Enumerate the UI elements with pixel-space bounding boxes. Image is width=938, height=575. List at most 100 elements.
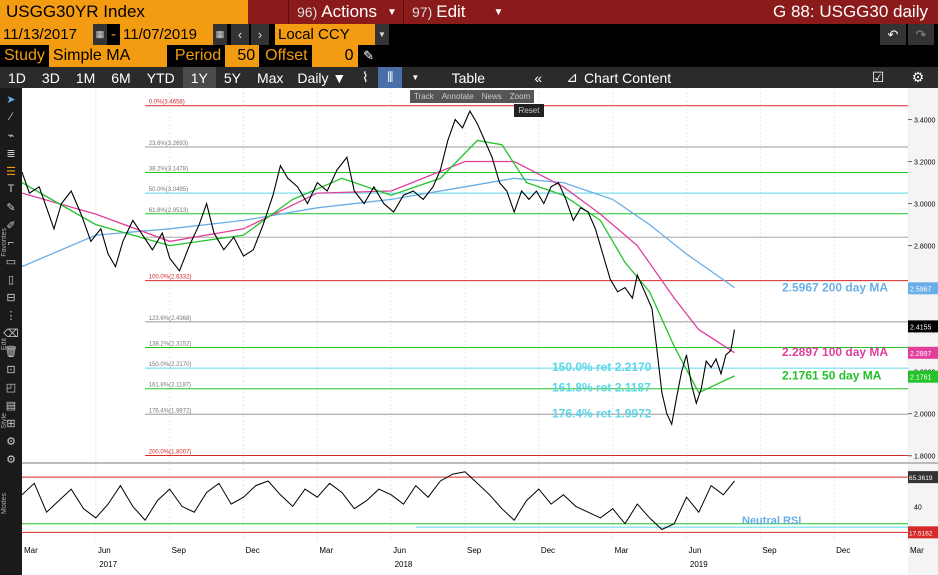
calendar-icon[interactable]: ▦ [213, 24, 227, 45]
prev-period-button[interactable]: ‹ [231, 24, 249, 45]
ruler-icon[interactable]: ⊟ [6, 291, 16, 304]
title-bar: USGG30YR Index 96) Actions ▼ 97) Edit ▼ … [0, 0, 938, 24]
text-icon[interactable]: T [7, 183, 15, 195]
ticker-field[interactable]: USGG30YR Index [0, 0, 248, 24]
track-tool[interactable]: Track [414, 92, 434, 101]
x-tick-label: Sep [467, 546, 482, 555]
x-tick-label: Dec [246, 546, 260, 555]
draw-line-icon[interactable]: ∕ [10, 111, 12, 123]
line-chart-icon[interactable]: ⌇ [361, 69, 369, 85]
x-tick-label: Jun [98, 546, 111, 555]
chevron-down-icon[interactable]: ▼ [411, 73, 420, 82]
offset-input[interactable]: 0 [311, 45, 358, 67]
gear-icon[interactable]: ⚙ [911, 69, 925, 85]
next-period-button[interactable]: › [251, 24, 269, 45]
news-tool[interactable]: News [481, 92, 502, 101]
actions-menu[interactable]: 96) Actions ▼ [288, 0, 403, 24]
end-date-input[interactable]: 11/07/2019 [120, 24, 213, 45]
edit-menu-number: 97) [412, 4, 433, 20]
reset-button[interactable]: Reset [514, 104, 544, 117]
chart-area[interactable]: Mar Jun Sep Dec Mar Jun Sep Dec Mar Jun Sep Dec Mar 2… [21, 88, 938, 575]
calendar-icon[interactable]: ▦ [93, 24, 107, 45]
study-bar: Study Simple MA Period 50 Offset 0 ✎ [0, 45, 938, 67]
fib-label: 138.2%(2.3152) [149, 341, 192, 347]
chart-content-icon: ⊿ [566, 69, 579, 85]
tab-6m[interactable]: 6M [111, 69, 131, 86]
currency-select[interactable]: Local CCY [275, 24, 375, 45]
rsi-tag [908, 471, 938, 484]
axis-tag-label: 2.5967 [910, 286, 932, 293]
chart-annotation: 2.1761 50 day MA [782, 369, 882, 383]
start-date-input[interactable]: 11/13/2017 [0, 24, 93, 45]
collapse-icon[interactable]: « [534, 69, 543, 86]
annotate-tool[interactable]: Annotate [441, 92, 474, 101]
x-tick-label: Sep [172, 546, 187, 555]
period-input[interactable]: 50 [225, 45, 260, 67]
style-icon[interactable]: ◰ [5, 381, 17, 394]
layers-icon[interactable]: ▤ [5, 399, 17, 412]
grid-icon[interactable]: ⋮ [5, 309, 17, 322]
chevron-down-icon: ▼ [493, 6, 504, 18]
zoom-tool[interactable]: Zoom [509, 92, 531, 101]
tab-1d[interactable]: 1D [8, 69, 26, 86]
trend-icon[interactable]: ⌁ [7, 129, 15, 142]
redo-icon[interactable]: ↷ [908, 24, 934, 45]
tab-5y[interactable]: 5Y [223, 69, 241, 86]
chart-content-label: Chart Content [584, 69, 672, 86]
lock-icon[interactable]: ⊡ [6, 363, 16, 376]
axis-tag-label: 2.4155 [910, 324, 932, 331]
axis-tag-label: 2.1761 [910, 375, 932, 382]
fib-label: 100.0%(2.6332) [149, 275, 192, 281]
actions-menu-label: Actions [321, 2, 377, 21]
tab-3d[interactable]: 3D [41, 69, 60, 86]
chart-background [22, 88, 938, 575]
modes-icon[interactable]: ⊞ [6, 417, 16, 430]
chart-content-button[interactable]: ⊿ Chart Content [558, 67, 718, 88]
annotate-icon[interactable]: ✎ [6, 201, 16, 214]
fib-label: 200.0%(1.8007) [149, 450, 192, 456]
axis-tag [908, 282, 938, 295]
rsi-tick-label: 40 [914, 504, 922, 511]
tab-max[interactable]: Max [256, 69, 284, 86]
chevron-down-icon: ▼ [386, 6, 397, 18]
fib-label: 161.8%(2.1187) [149, 383, 191, 389]
fib-icon[interactable]: ≣ [6, 147, 16, 160]
table-button[interactable]: Table [451, 69, 486, 86]
chart-annotation: 2.5967 200 day MA [782, 280, 888, 294]
fib-tool-icon[interactable]: ☰ [6, 165, 16, 178]
chevron-down-icon[interactable]: ▼ [375, 24, 389, 45]
x-tick-label: Dec [541, 546, 555, 555]
trash-icon[interactable]: 🗑 [4, 345, 18, 358]
tab-1m[interactable]: 1M [75, 69, 96, 86]
fib-label: 61.8%(2.9513) [149, 208, 188, 214]
chart-annotation: 150.0% ret 2.2170 [552, 360, 652, 374]
x-tick-label: Mar [319, 546, 333, 555]
pen-icon[interactable]: ✐ [6, 219, 16, 232]
undo-icon[interactable]: ↶ [880, 24, 906, 45]
rect-icon[interactable]: ▭ [5, 255, 17, 268]
y-tick-label: 2.8000 [914, 244, 936, 251]
date-range-bar: 11/13/2017 ▦ - 11/07/2019 ▦ ‹ › Local CC… [0, 24, 938, 45]
edit-menu[interactable]: 97) Edit ▼ [403, 0, 528, 24]
page-icon[interactable]: ▯ [7, 273, 15, 286]
left-toolbar: ➤ ∕ ⌁ ≣ ☰ T ✎ ✐ ⌐ ▭ ▯ ⊟ ⋮ ⌫ 🗑 ⊡ ◰ ▤ ⊞ ⚙ … [0, 88, 22, 575]
fib-label: 150.0%(2.2170) [149, 362, 192, 368]
cursor-icon[interactable]: ➤ [6, 93, 16, 106]
x-tick-label: Dec [836, 546, 850, 555]
edit-chart-icon[interactable]: ☑ [871, 69, 885, 85]
ma-line-100-day-MA [21, 160, 735, 354]
brush-icon[interactable]: ⌐ [7, 237, 15, 249]
study-select[interactable]: Simple MA [48, 45, 167, 67]
erase-icon[interactable]: ⌫ [3, 327, 19, 340]
tab-1y[interactable]: 1Y [182, 67, 216, 88]
rsi-tag-label: 17.5162 [909, 530, 933, 537]
frequency-select[interactable]: Daily ▼ [297, 69, 347, 86]
rsi-annotation: Neutral RSI [742, 515, 801, 527]
tab-ytd[interactable]: YTD [146, 69, 175, 86]
chart-annotation: 161.8% ret 2.1187 [552, 381, 651, 395]
candle-chart-icon[interactable]: ⫴ [378, 67, 403, 88]
settings-icon[interactable]: ⚙ [6, 453, 16, 466]
adjust-icon[interactable]: ⚙ [6, 435, 16, 448]
pencil-icon[interactable]: ✎ [363, 48, 375, 63]
x-year-label: 2017 [99, 560, 117, 569]
